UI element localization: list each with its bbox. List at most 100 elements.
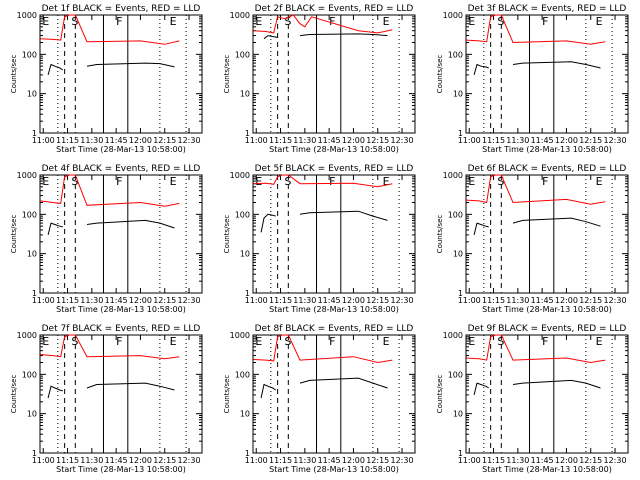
events-series-line [473, 382, 489, 396]
x-tick-label: 11:30 [293, 136, 316, 145]
x-tick-label: 11:15 [269, 456, 292, 465]
panel-title: Det 6f BLACK = Events, RED = LLD [468, 164, 627, 174]
panel-3: Det 3f BLACK = Events, RED = LLD 1 10 100 10… [436, 4, 629, 154]
region-label: F [116, 15, 122, 28]
y-tick-label: 1000 [17, 331, 37, 340]
y-axis-label: Counts/sec [436, 215, 444, 254]
x-tick-label: 12:00 [555, 456, 578, 465]
x-axis-label: Start Time (28-Mar-13 10:58:00) [482, 305, 612, 314]
events-series-line [86, 382, 175, 391]
plot-frame [252, 14, 416, 134]
x-axis-label: Start Time (28-Mar-13 10:58:00) [482, 145, 612, 154]
x-tick-label: 12:30 [178, 456, 201, 465]
x-tick-label: 12:00 [129, 296, 152, 305]
x-axis-label: Start Time (28-Mar-13 10:58:00) [269, 305, 399, 314]
region-label: E [383, 175, 390, 188]
region-label: E [42, 335, 49, 348]
y-tick-label: 100 [448, 370, 463, 379]
y-tick-label: 10 [240, 250, 250, 259]
y-tick-label: 1 [458, 449, 463, 458]
x-tick-label: 12:15 [153, 296, 176, 305]
x-tick-label: 12:00 [129, 456, 152, 465]
y-tick-label: 10 [453, 410, 463, 419]
y-tick-label: 100 [22, 370, 37, 379]
x-axis-label: Start Time (28-Mar-13 10:58:00) [269, 145, 399, 154]
panel-6: Det 6f BLACK = Events, RED = LLD 1 10 100 10… [436, 164, 629, 314]
y-tick-label: 1000 [17, 11, 37, 20]
region-label: S [284, 335, 291, 348]
x-tick-label: 12:00 [555, 296, 578, 305]
y-tick-label: 1 [245, 449, 250, 458]
y-tick-label: 100 [235, 370, 250, 379]
events-series-line [512, 379, 601, 389]
region-label: S [497, 335, 504, 348]
lld-series-line [466, 14, 606, 45]
plot-frame [39, 14, 203, 134]
lld-series-line [466, 334, 606, 364]
plot-frame [39, 334, 203, 454]
x-tick-label: 11:00 [32, 296, 55, 305]
x-tick-label: 11:15 [269, 136, 292, 145]
y-tick-label: 1000 [230, 331, 250, 340]
events-series-line [299, 33, 388, 37]
panel-title: Det 5f BLACK = Events, RED = LLD [255, 164, 414, 174]
y-tick-label: 1000 [443, 171, 463, 180]
y-axis-label: Counts/sec [436, 55, 444, 94]
x-tick-label: 12:30 [604, 296, 627, 305]
x-tick-label: 11:00 [245, 296, 268, 305]
x-tick-label: 11:45 [105, 456, 128, 465]
x-tick-label: 11:45 [105, 296, 128, 305]
x-tick-label: 12:30 [178, 136, 201, 145]
y-axis-label: Counts/sec [223, 215, 231, 254]
y-tick-label: 10 [27, 250, 37, 259]
plot-frame [465, 334, 629, 454]
x-tick-label: 12:30 [391, 296, 414, 305]
x-tick-label: 12:15 [579, 296, 602, 305]
region-label: E [596, 175, 603, 188]
panel-9: Det 9f BLACK = Events, RED = LLD 1 10 100 10… [436, 324, 629, 474]
x-tick-label: 11:45 [318, 136, 341, 145]
y-tick-label: 100 [22, 50, 37, 59]
panel-title: Det 9f BLACK = Events, RED = LLD [468, 324, 627, 334]
events-series-line [260, 383, 276, 399]
y-axis-label: Counts/sec [223, 55, 231, 94]
panel-7: Det 7f BLACK = Events, RED = LLD 1 10 100 10… [10, 324, 203, 474]
region-label: S [497, 175, 504, 188]
y-tick-label: 100 [235, 50, 250, 59]
events-series-line [473, 63, 489, 76]
events-series-line [512, 61, 601, 69]
y-axis-label: Counts/sec [10, 375, 18, 414]
x-tick-label: 11:00 [458, 296, 481, 305]
x-tick-label: 12:30 [391, 136, 414, 145]
panel-title: Det 8f BLACK = Events, RED = LLD [255, 324, 414, 334]
plot-frame [252, 334, 416, 454]
y-tick-label: 1000 [230, 11, 250, 20]
x-tick-label: 11:30 [506, 136, 529, 145]
x-tick-label: 11:00 [245, 456, 268, 465]
panel-title: Det 4f BLACK = Events, RED = LLD [42, 164, 201, 174]
lld-series-line [40, 174, 180, 207]
x-tick-label: 11:00 [32, 456, 55, 465]
x-tick-label: 11:30 [293, 456, 316, 465]
x-tick-label: 11:15 [56, 456, 79, 465]
panel-title: Det 7f BLACK = Events, RED = LLD [42, 324, 201, 334]
panel-8: Det 8f BLACK = Events, RED = LLD 1 10 100 10… [223, 324, 416, 474]
panel-4: Det 4f BLACK = Events, RED = LLD 1 10 100 10… [10, 164, 203, 314]
panel-title: Det 3f BLACK = Events, RED = LLD [468, 4, 627, 14]
x-tick-label: 12:00 [342, 456, 365, 465]
panel-1: Det 1f BLACK = Events, RED = LLD 1 10 100 10… [10, 4, 203, 154]
x-tick-label: 11:45 [318, 456, 341, 465]
region-label: F [542, 15, 548, 28]
y-tick-label: 1 [32, 129, 37, 138]
x-axis-label: Start Time (28-Mar-13 10:58:00) [56, 305, 186, 314]
x-tick-label: 12:00 [129, 136, 152, 145]
region-label: S [71, 335, 78, 348]
events-series-line [86, 62, 175, 68]
x-tick-label: 11:00 [32, 136, 55, 145]
x-tick-label: 11:15 [56, 296, 79, 305]
region-label: S [284, 15, 291, 28]
x-tick-label: 11:30 [506, 456, 529, 465]
lld-series-line [40, 14, 180, 45]
region-label: E [383, 335, 390, 348]
lld-series-line [466, 174, 606, 205]
